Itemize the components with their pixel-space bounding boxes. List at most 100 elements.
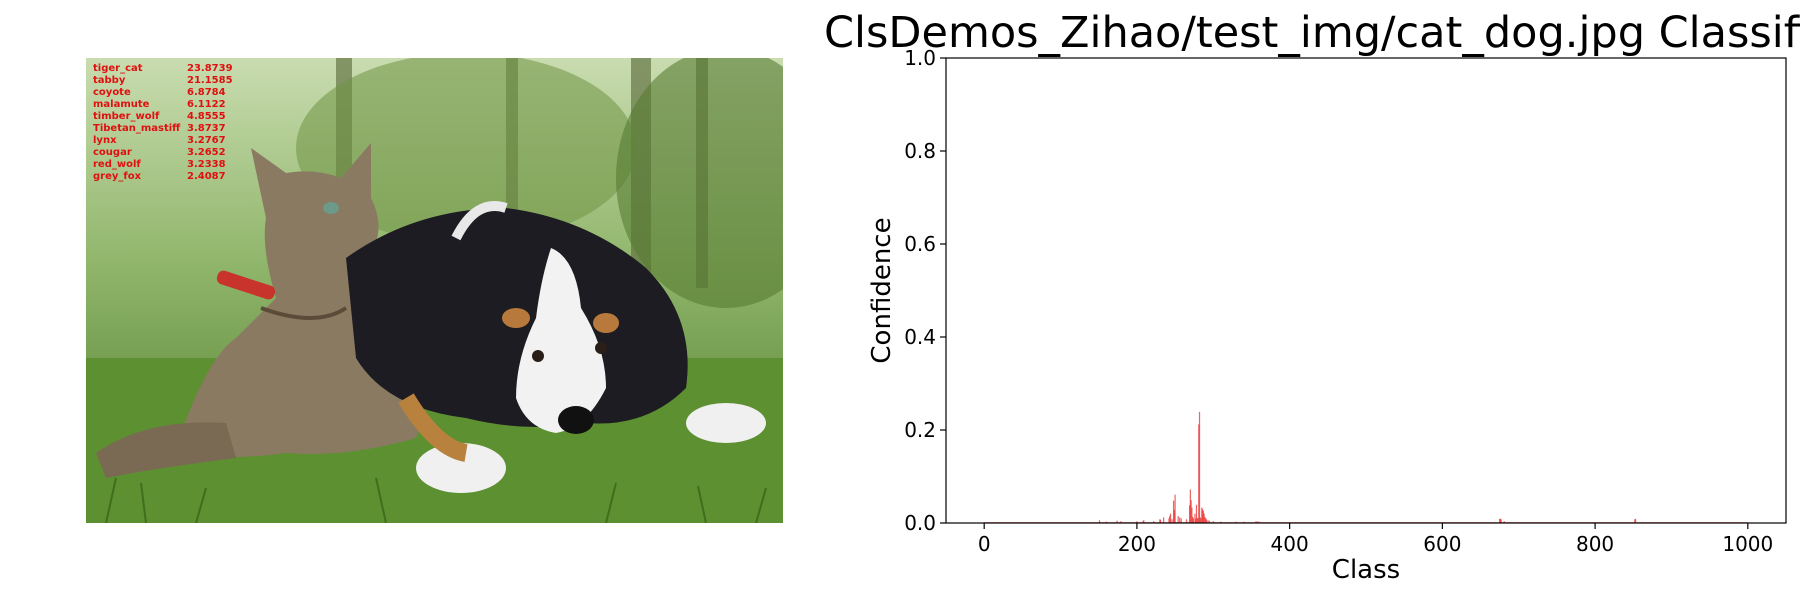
prediction-item: tabby 21.1585 [93, 75, 233, 87]
bar [1199, 517, 1201, 523]
bar [1143, 520, 1145, 523]
bar [1172, 500, 1175, 523]
prediction-label: grey_fox [93, 171, 142, 182]
bar [1212, 521, 1214, 523]
y-tick-label: 0.6 [904, 232, 936, 256]
prediction-label: tiger_cat [93, 63, 143, 74]
prediction-item: grey_fox 2.4087 [93, 171, 233, 183]
x-tick-label: 1000 [1722, 532, 1773, 556]
prediction-score: 4.8555 [187, 111, 226, 122]
bar [1255, 521, 1257, 523]
plot-frame [945, 57, 1787, 524]
bar [1503, 521, 1505, 523]
cat-collar [216, 270, 276, 300]
bar [1201, 507, 1203, 523]
bar [1220, 521, 1222, 523]
bar [1191, 507, 1193, 523]
bar [1634, 518, 1637, 523]
bar [1634, 519, 1636, 523]
prediction-label: red_wolf [93, 159, 141, 170]
bar [1136, 521, 1138, 523]
bar [1105, 521, 1107, 523]
prediction-score: 23.8739 [187, 63, 233, 74]
bar [1499, 518, 1501, 523]
prediction-score: 3.8737 [187, 123, 226, 134]
x-tick-label: 200 [1118, 532, 1156, 556]
bar [1208, 520, 1211, 523]
x-tick-label: 600 [1423, 532, 1461, 556]
bar [1258, 521, 1260, 523]
prediction-label: lynx [93, 135, 117, 146]
prediction-label: coyote [93, 87, 131, 98]
prediction-label: cougar [93, 147, 132, 158]
bar [1207, 520, 1209, 523]
x-tick-label: 800 [1576, 532, 1614, 556]
bar [1197, 518, 1199, 523]
y-tick-label: 0.2 [904, 418, 936, 442]
bar [1163, 517, 1165, 523]
bar [1180, 518, 1182, 523]
prediction-label: tabby [93, 75, 126, 86]
prediction-score: 3.2338 [187, 159, 226, 170]
bar [1198, 424, 1200, 523]
prediction-item: red_wolf 3.2338 [93, 159, 233, 171]
bar [1203, 513, 1205, 523]
bar [1243, 521, 1245, 523]
x-tick-label: 0 [978, 532, 991, 556]
bar [1198, 411, 1201, 523]
bar [1256, 521, 1259, 523]
bar [1202, 510, 1204, 523]
x-axis-label: Class [1332, 555, 1400, 585]
prediction-item: tiger_cat 23.8739 [93, 63, 233, 75]
prediction-item: cougar 3.2652 [93, 147, 233, 159]
bar [1192, 516, 1194, 523]
bar [1190, 500, 1192, 523]
prediction-label: Tibetan_mastiff [93, 123, 181, 134]
prediction-item: timber_wolf 4.8555 [93, 111, 233, 123]
bar [1142, 521, 1144, 523]
cat [96, 143, 422, 478]
bar [1189, 489, 1191, 523]
prediction-list: tiger_cat 23.8739 tabby 21.1585 coyote 6.8784… [93, 63, 233, 183]
y-tick-label: 0.8 [904, 139, 936, 163]
bar [1235, 521, 1237, 523]
x-tick-label: 400 [1271, 532, 1309, 556]
bar [1195, 504, 1198, 523]
bar [1188, 505, 1191, 523]
bar [1159, 519, 1162, 523]
prediction-score: 3.2652 [187, 147, 226, 158]
prediction-score: 2.4087 [187, 171, 226, 182]
bar [1204, 516, 1206, 523]
axis-layer: 0 200 400 600 800 1000 0.0 0.2 0.4 0.6 0.8 1.0 [904, 46, 1773, 556]
bar [1200, 518, 1202, 523]
bar [1185, 519, 1188, 523]
bar [1174, 494, 1176, 523]
prediction-item: coyote 6.8784 [93, 87, 233, 99]
bar [1194, 513, 1196, 523]
y-axis-label: Confidence [867, 217, 897, 363]
prediction-item: Tibetan_mastiff 3.8737 [93, 123, 233, 135]
bars-layer [983, 411, 1748, 523]
bar [1171, 519, 1173, 523]
bar [1195, 518, 1197, 523]
cat-dog-photo-illustration [86, 58, 783, 523]
y-tick-label: 0.4 [904, 325, 936, 349]
chart-title: ClsDemos_Zihao/test_img/cat_dog.jpg Clas… [824, 8, 1800, 58]
y-tick-label: 1.0 [904, 46, 936, 70]
prediction-score: 6.1122 [187, 99, 226, 110]
tree-canopy [296, 58, 636, 243]
bar [1120, 521, 1122, 523]
dog-paw [416, 443, 506, 493]
bar [1499, 518, 1502, 523]
bar [1205, 518, 1207, 523]
bar [1205, 519, 1208, 523]
classified-photo: tiger_cat 23.8739 tabby 21.1585 coyote 6.8784… [86, 58, 783, 523]
grass-blades [105, 477, 767, 523]
bar [1168, 518, 1170, 523]
prediction-item: lynx 3.2767 [93, 135, 233, 147]
bar [1169, 516, 1171, 523]
prediction-item: malamute 6.1122 [93, 99, 233, 111]
bar [1500, 519, 1502, 523]
bar [1159, 519, 1161, 523]
bar [1116, 520, 1118, 523]
